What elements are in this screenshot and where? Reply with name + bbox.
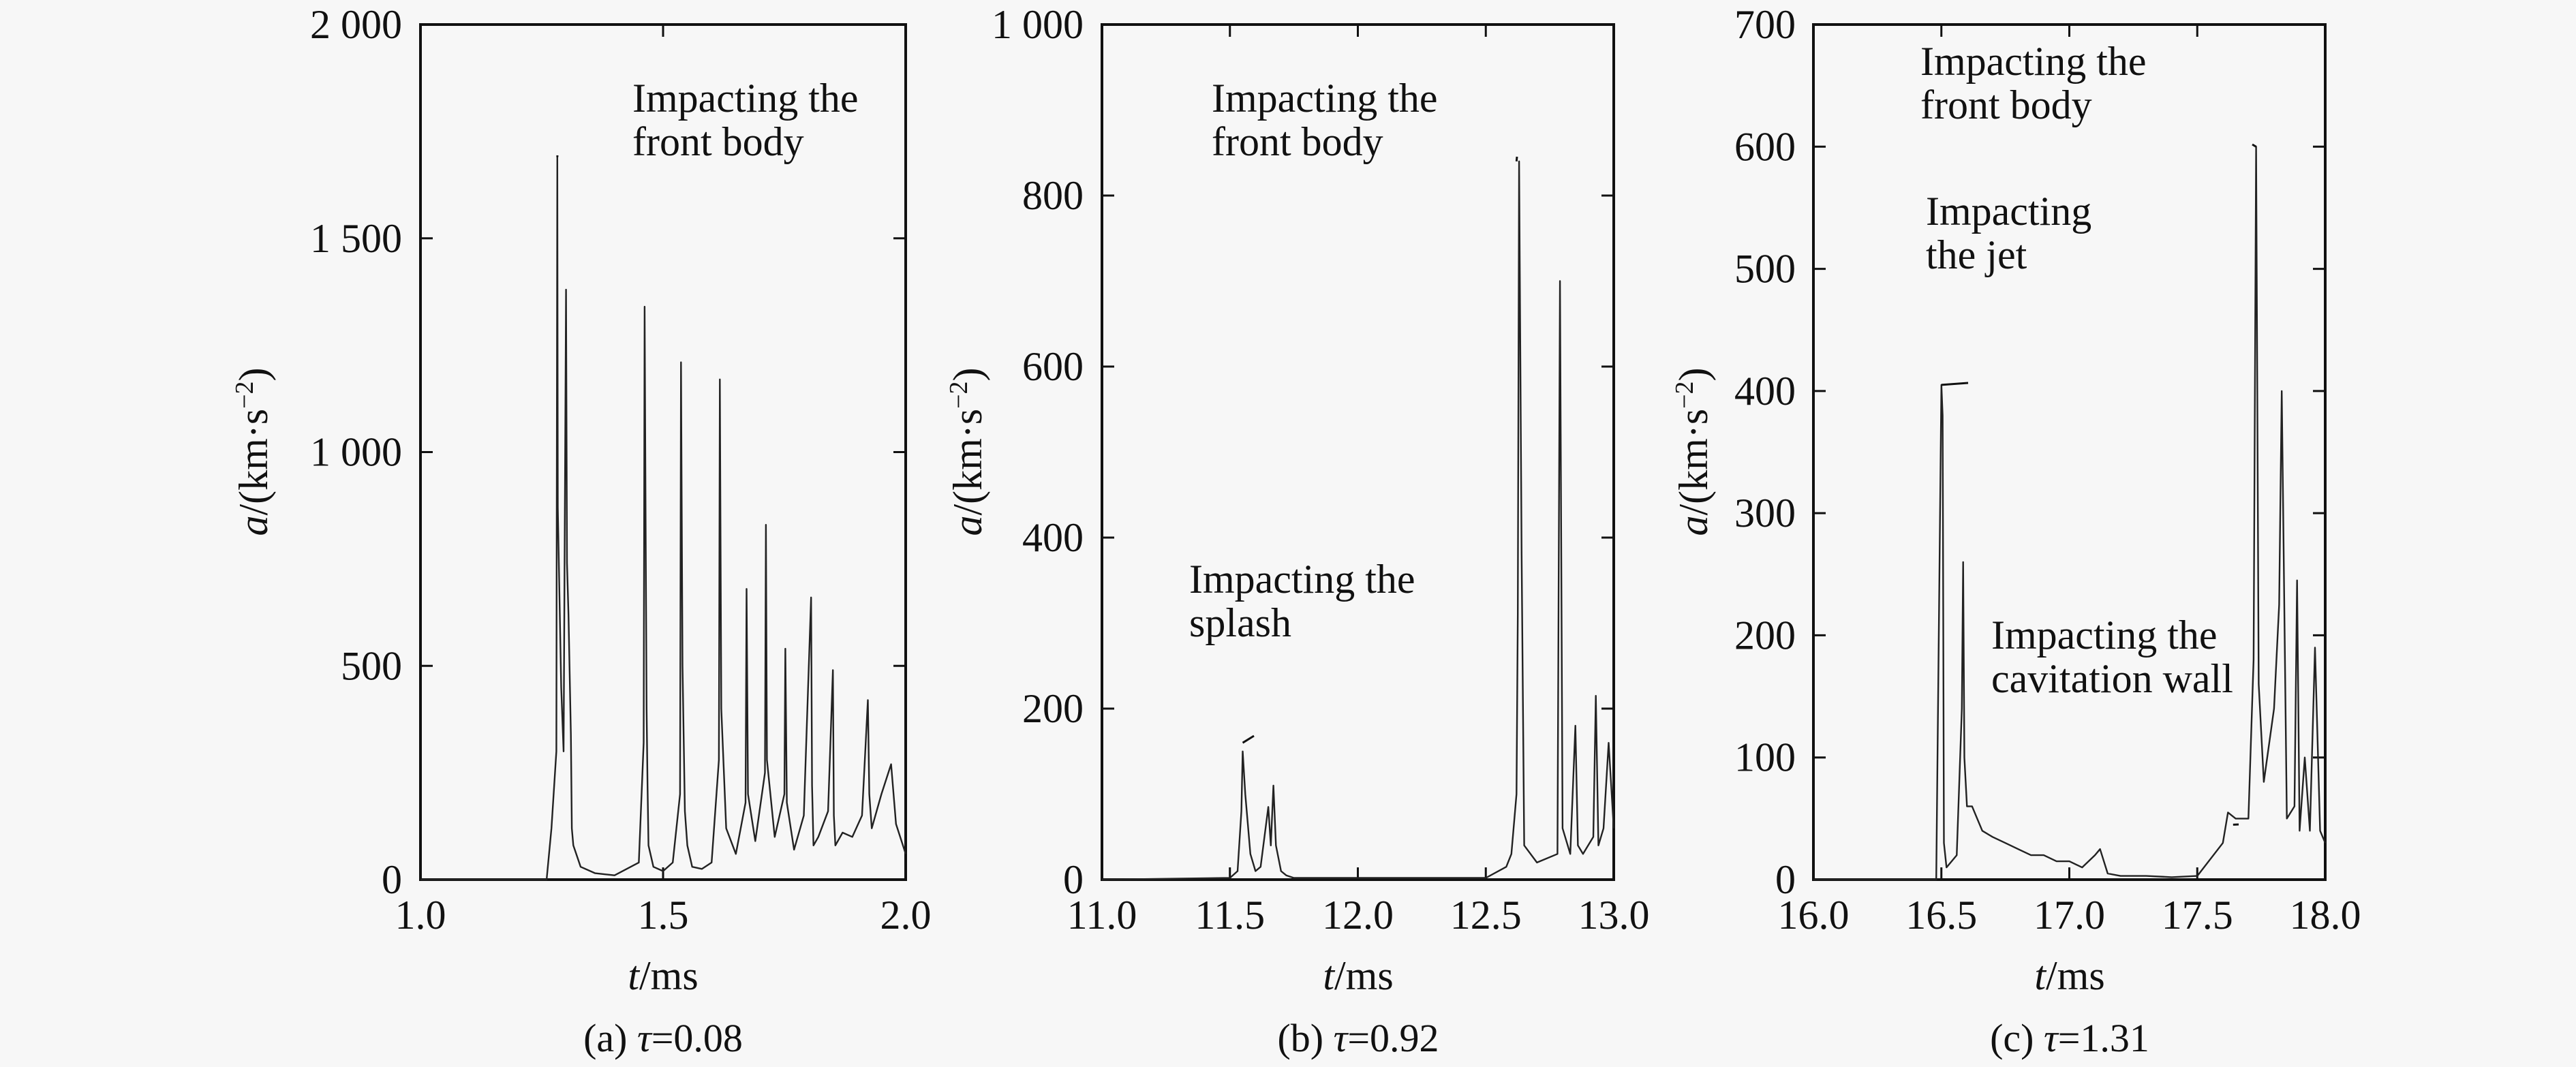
y-tick-label: 700	[1734, 2, 1796, 47]
x-tick-label: 1.0	[395, 893, 446, 938]
x-axis-label: t/ms	[628, 953, 698, 998]
panel-caption: (c) τ=1.31	[1990, 1016, 2149, 1060]
plot-frame	[1812, 23, 2327, 881]
annotation-text: Impacting the front body	[1212, 76, 1438, 164]
x-tick-label: 17.0	[2034, 893, 2105, 938]
axis-ticks: 1.0 1.5 2.0 0 500 1 000 1 500 2 000	[310, 2, 932, 938]
panel-c: 16.0 16.5 17.0 17.5 18.0 0 100 200 300 400 500 600 7…	[1670, 2, 2361, 1060]
annotation-leader-line	[1515, 156, 1518, 161]
annotation-layer: Impacting the front body Impacting the jet I…	[1920, 39, 2257, 826]
y-tick-label: 0	[382, 857, 402, 902]
annotation-leader-line	[2252, 143, 2257, 148]
y-axis-label: a/(km·s−2)	[230, 367, 276, 536]
y-tick-label: 2 000	[310, 2, 402, 47]
x-tick-label: 1.5	[638, 893, 689, 938]
x-tick-label: 13.0	[1578, 893, 1650, 938]
y-tick-label: 100	[1734, 735, 1796, 780]
data-layer	[1813, 146, 2327, 881]
x-tick-label: 16.5	[1905, 893, 1977, 938]
panel-caption: (b) τ=0.92	[1277, 1016, 1439, 1060]
x-tick-label: 12.5	[1450, 893, 1522, 938]
y-tick-label: 200	[1734, 613, 1796, 658]
annotation-leader-line	[1941, 382, 1969, 386]
y-tick-label: 1 000	[992, 2, 1084, 47]
data-series-line	[1813, 146, 2327, 881]
y-tick-label: 0	[1063, 857, 1084, 902]
y-tick-label: 800	[1022, 173, 1084, 218]
y-tick-label: 400	[1022, 515, 1084, 560]
x-tick-label: 18.0	[2290, 893, 2361, 938]
y-axis-label: a/(km·s−2)	[945, 367, 990, 536]
axis-ticks: 11.0 11.5 12.0 12.5 13.0 0 200 400 600 800 1 000	[992, 2, 1650, 938]
y-tick-label: 500	[341, 643, 402, 688]
x-tick-label: 11.5	[1195, 893, 1265, 938]
data-layer	[420, 156, 907, 881]
data-series-line	[1101, 160, 1615, 881]
y-tick-label: 1 000	[310, 430, 402, 475]
y-tick-label: 1 500	[310, 216, 402, 261]
data-series-line	[420, 156, 907, 881]
y-tick-label: 400	[1734, 369, 1796, 414]
panel-caption: (a) τ=0.08	[583, 1016, 743, 1060]
y-tick-label: 600	[1734, 124, 1796, 169]
y-tick-label: 200	[1022, 686, 1084, 731]
x-tick-label: 16.0	[1778, 893, 1850, 938]
annotation-layer: Impacting the front body Impacting the spla…	[1189, 76, 1518, 744]
x-tick-label: 2.0	[880, 893, 932, 938]
x-tick-label: 12.0	[1322, 893, 1394, 938]
panel-a: 1.0 1.5 2.0 0 500 1 000 1 500 2 000 Impacting t…	[230, 2, 932, 1060]
x-axis-label: t/ms	[2034, 953, 2104, 998]
y-tick-label: 600	[1022, 344, 1084, 389]
y-tick-label: 500	[1734, 247, 1796, 292]
y-tick-label: 0	[1775, 857, 1796, 902]
panel-b: 11.0 11.5 12.0 12.5 13.0 0 200 400 600 800 1 000 I…	[945, 2, 1650, 1060]
annotation-text: Impacting the jet	[1926, 189, 2091, 277]
annotation-text: Impacting the front body	[632, 76, 859, 164]
axis-ticks: 16.0 16.5 17.0 17.5 18.0 0 100 200 300 400 500 600 7…	[1734, 2, 2361, 938]
annotation-text: Impacting the splash	[1189, 557, 1415, 645]
y-tick-label: 300	[1734, 491, 1796, 536]
x-axis-label: t/ms	[1323, 953, 1393, 998]
annotation-layer: Impacting the front body	[556, 76, 859, 164]
annotation-text: Impacting the cavitation wall	[1991, 613, 2233, 701]
x-tick-label: 17.5	[2162, 893, 2233, 938]
x-tick-label: 11.0	[1067, 893, 1137, 938]
y-axis-label: a/(km·s−2)	[1670, 367, 1716, 536]
data-layer	[1101, 160, 1615, 881]
annotation-leader-line	[1242, 734, 1255, 744]
annotation-text: Impacting the front body	[1920, 39, 2147, 127]
